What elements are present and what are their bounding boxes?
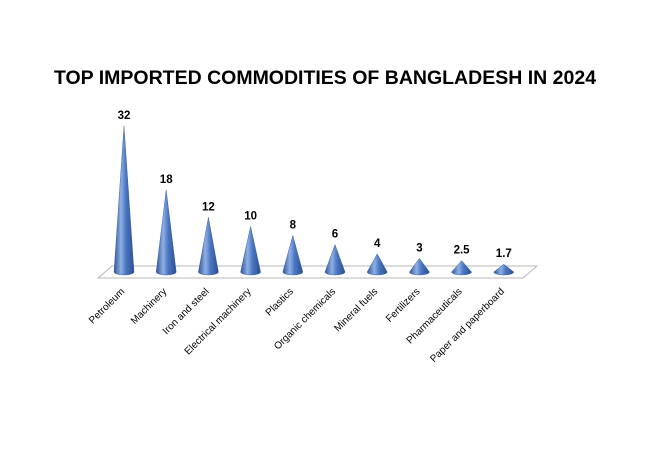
cone-bar-5 xyxy=(282,234,304,276)
cone-series xyxy=(113,125,515,276)
data-labels: 32 18 12 10 8 6 4 3 2.5 1.7 xyxy=(118,110,512,260)
category-tick-label: Machinery xyxy=(129,286,169,326)
category-tick-label: Fertilizers xyxy=(384,286,422,324)
data-label: 3 xyxy=(416,242,422,254)
cone-body xyxy=(324,244,346,276)
cone-body xyxy=(451,260,472,276)
cone-bar-2 xyxy=(155,189,177,276)
cone-body xyxy=(113,125,135,276)
cone-bar-7 xyxy=(366,253,388,276)
data-label: 18 xyxy=(160,174,173,186)
data-label: 1.7 xyxy=(496,248,512,260)
cone-body xyxy=(493,263,515,276)
data-label: 32 xyxy=(118,110,131,122)
data-label: 8 xyxy=(290,220,297,232)
cone-bar-8 xyxy=(409,257,430,276)
data-label: 4 xyxy=(374,238,381,250)
category-tick-label: Mineral fuels xyxy=(332,286,380,334)
category-tick-label: Plastics xyxy=(264,286,296,318)
cone-bar-10 xyxy=(493,263,515,276)
cone-bar-1 xyxy=(113,125,135,276)
cone-body xyxy=(366,253,388,276)
cone-bar-4 xyxy=(240,226,261,276)
data-label: 2.5 xyxy=(454,245,471,257)
chart-title: TOP IMPORTED COMMODITIES OF BANGLADESH I… xyxy=(54,67,596,89)
cone-body xyxy=(198,217,219,276)
cone-body xyxy=(240,226,261,276)
category-tick-label: Paper and paperboard xyxy=(428,286,507,365)
cone-body xyxy=(155,189,177,276)
category-tick-label: Petroleum xyxy=(87,286,127,326)
data-label: 10 xyxy=(244,210,257,222)
data-label: 12 xyxy=(202,201,215,213)
data-label: 6 xyxy=(332,229,338,241)
cone-bar-9 xyxy=(451,260,472,276)
cone-bar-3 xyxy=(198,217,219,276)
cone-body xyxy=(409,257,430,276)
cone-bar-6 xyxy=(324,244,346,276)
cone-body xyxy=(282,234,304,276)
